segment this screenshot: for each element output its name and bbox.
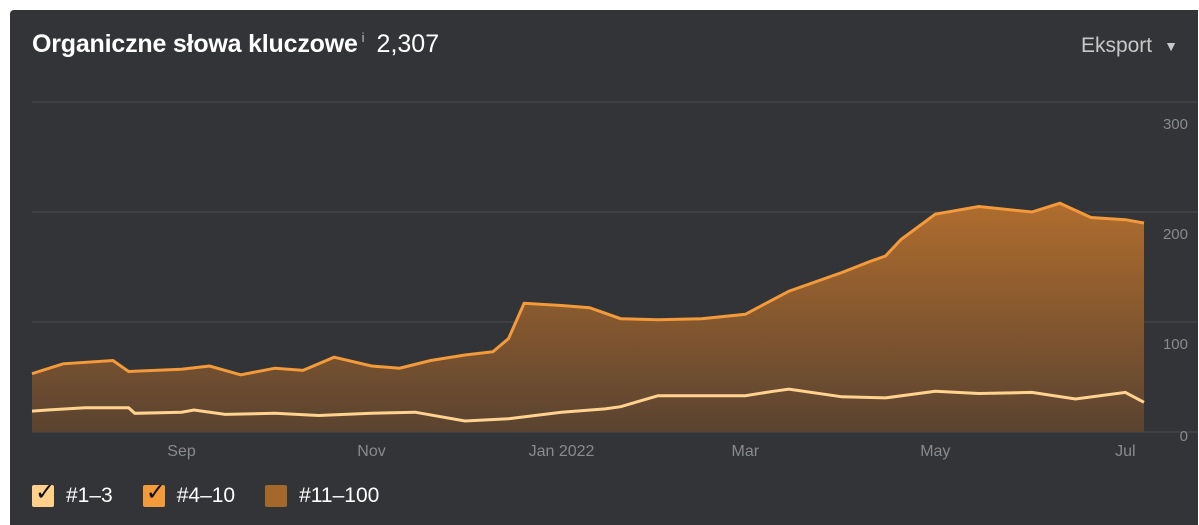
series-line-1-3: [31, 387, 1145, 423]
checkbox-4-10[interactable]: ✓: [142, 480, 166, 507]
chart-legend: ✓ #1–3 ✓ #4–10 #11–100: [32, 480, 409, 508]
x-tick-label: Mar: [732, 443, 760, 460]
checkbox-11-100[interactable]: [265, 485, 288, 507]
export-button[interactable]: Eksport ▼: [1081, 34, 1178, 58]
y-tick-label: 0: [1180, 428, 1188, 445]
legend-item-1-3[interactable]: ✓ #1–3: [32, 480, 113, 508]
x-tick-label: Sep: [167, 443, 196, 460]
area-fill-4-10: [32, 203, 1144, 432]
check-icon: ✓: [145, 478, 166, 506]
x-axis-ticks: Sep Nov Jan 2022 Mar May Jul: [167, 443, 1135, 460]
chart-title: Organiczne słowa kluczowe: [32, 30, 358, 58]
check-icon: ✓: [35, 478, 56, 506]
legend-label: #1–3: [66, 484, 113, 507]
legend-label: #11–100: [299, 484, 380, 507]
keyword-total: 2,307: [376, 30, 440, 58]
x-tick-label: Jan 2022: [529, 443, 595, 460]
chart-header: Organiczne słowa kluczowe i 2,307: [32, 30, 439, 64]
legend-label: #4–10: [176, 484, 236, 507]
legend-item-11-100[interactable]: #11–100: [265, 484, 379, 508]
y-tick-label: 100: [1163, 336, 1188, 353]
keywords-chart-panel: Organiczne słowa kluczowe i 2,307 Ekspor…: [10, 10, 1198, 525]
x-tick-label: Nov: [357, 443, 385, 460]
series-line-4-10: [31, 201, 1145, 377]
legend-item-4-10[interactable]: ✓ #4–10: [142, 480, 236, 508]
y-axis-ticks: 0 100 200 300: [1163, 116, 1188, 445]
export-label: Eksport: [1080, 34, 1153, 57]
area-chart: 0 100 200 300 Sep Nov Jan 2022 Mar May Jul: [31, 101, 1198, 460]
x-tick-label: May: [920, 443, 950, 460]
y-tick-label: 200: [1163, 226, 1188, 243]
chevron-down-icon: ▼: [1164, 38, 1178, 54]
x-tick-label: Jul: [1115, 443, 1135, 460]
y-tick-label: 300: [1163, 116, 1188, 133]
checkbox-1-3[interactable]: ✓: [32, 480, 55, 507]
info-icon[interactable]: i: [361, 30, 365, 45]
